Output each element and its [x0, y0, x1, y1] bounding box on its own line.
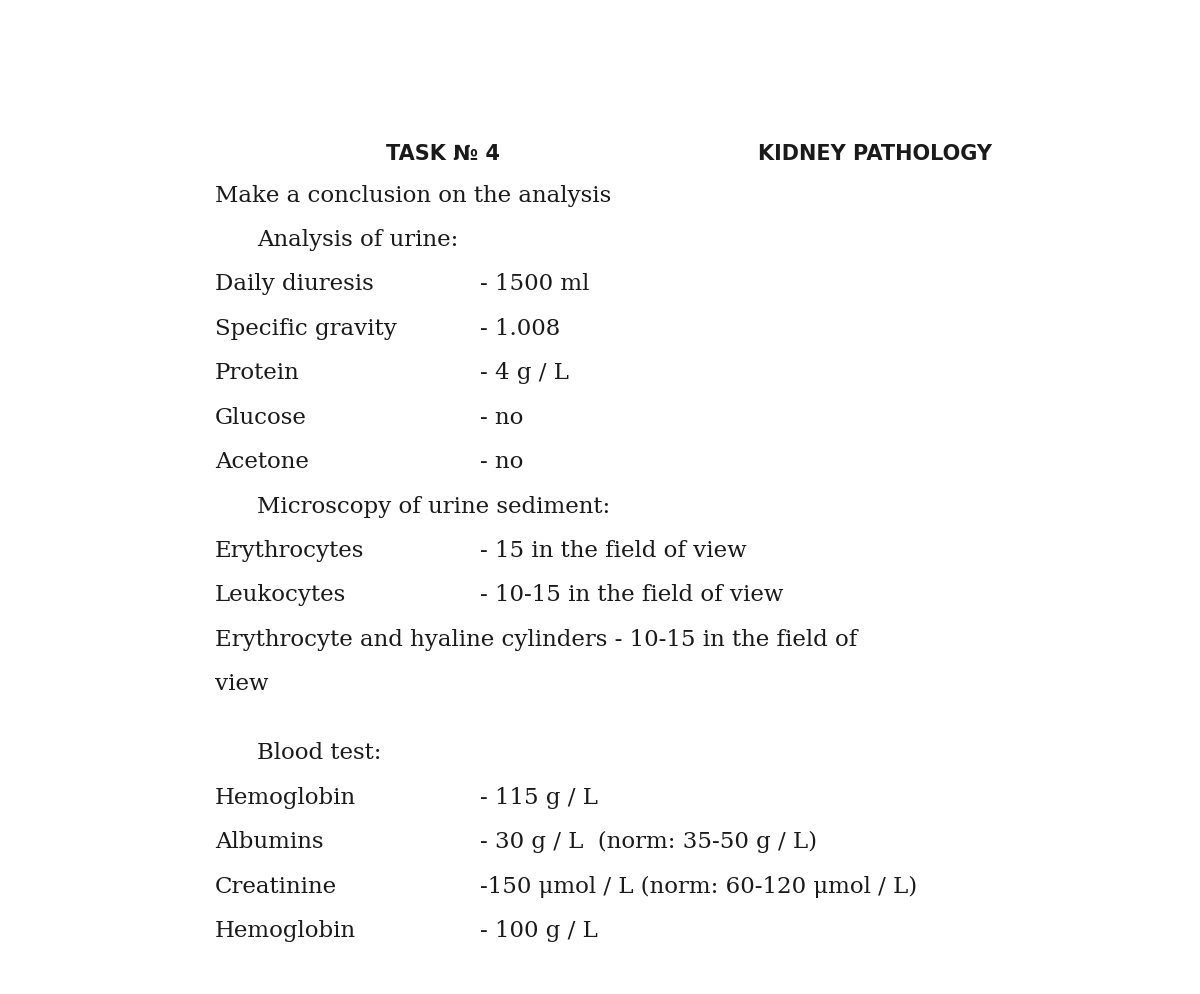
Text: -150 μmol / L (norm: 60-120 μmol / L): -150 μmol / L (norm: 60-120 μmol / L) [480, 875, 917, 897]
Text: Leukocytes: Leukocytes [215, 583, 347, 606]
Text: view: view [215, 673, 269, 695]
Text: Daily diuresis: Daily diuresis [215, 273, 374, 295]
Text: Erythrocytes: Erythrocytes [215, 540, 365, 562]
Text: - 115 g / L: - 115 g / L [480, 786, 598, 808]
Text: - 4 g / L: - 4 g / L [480, 362, 569, 384]
Text: Albumins: Albumins [215, 830, 324, 852]
Text: Microscopy of urine sediment:: Microscopy of urine sediment: [257, 495, 611, 517]
Text: Analysis of urine:: Analysis of urine: [257, 229, 458, 250]
Text: TASK № 4: TASK № 4 [386, 144, 500, 164]
Text: - 10-15 in the field of view: - 10-15 in the field of view [480, 583, 784, 606]
Text: Hemoglobin: Hemoglobin [215, 919, 356, 941]
Text: - no: - no [480, 450, 523, 473]
Text: - 1500 ml: - 1500 ml [480, 273, 589, 295]
Text: Protein: Protein [215, 362, 300, 384]
Text: - 1.008: - 1.008 [480, 317, 560, 340]
Text: Creatinine: Creatinine [215, 875, 337, 897]
Text: Hemoglobin: Hemoglobin [215, 786, 356, 808]
Text: - 15 in the field of view: - 15 in the field of view [480, 540, 746, 562]
Text: Specific gravity: Specific gravity [215, 317, 397, 340]
Text: Make a conclusion on the analysis: Make a conclusion on the analysis [215, 184, 611, 207]
Text: KIDNEY PATHOLOGY: KIDNEY PATHOLOGY [758, 144, 992, 164]
Text: Blood test:: Blood test: [257, 742, 382, 763]
Text: - 100 g / L: - 100 g / L [480, 919, 598, 941]
Text: - 30 g / L  (norm: 35-50 g / L): - 30 g / L (norm: 35-50 g / L) [480, 830, 817, 852]
Text: - no: - no [480, 407, 523, 428]
Text: Acetone: Acetone [215, 450, 308, 473]
Text: Erythrocyte and hyaline cylinders - 10-15 in the field of: Erythrocyte and hyaline cylinders - 10-1… [215, 628, 857, 650]
Text: Glucose: Glucose [215, 407, 307, 428]
